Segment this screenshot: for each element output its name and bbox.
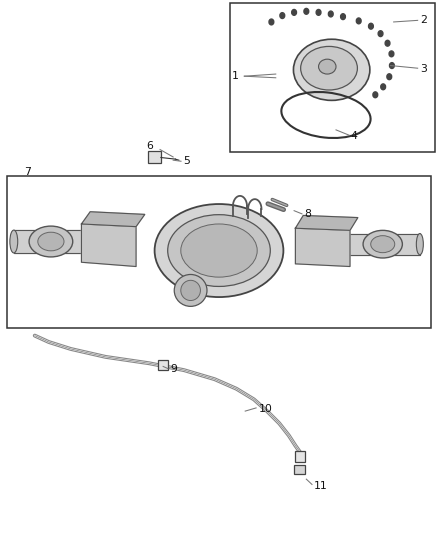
Bar <box>294 451 305 462</box>
Polygon shape <box>81 224 136 266</box>
Ellipse shape <box>38 232 64 251</box>
Ellipse shape <box>318 59 336 74</box>
Circle shape <box>304 9 309 14</box>
Circle shape <box>328 11 333 17</box>
Ellipse shape <box>29 226 73 257</box>
Ellipse shape <box>10 230 18 253</box>
Circle shape <box>373 92 378 98</box>
Ellipse shape <box>168 215 270 286</box>
Ellipse shape <box>181 280 201 301</box>
Ellipse shape <box>181 224 257 277</box>
Text: 5: 5 <box>183 156 190 166</box>
Ellipse shape <box>417 233 424 255</box>
Ellipse shape <box>155 204 283 297</box>
Circle shape <box>357 18 361 24</box>
Ellipse shape <box>293 39 370 100</box>
Circle shape <box>385 41 390 46</box>
Text: 8: 8 <box>304 209 311 220</box>
Bar <box>148 151 161 164</box>
Bar <box>230 3 435 152</box>
Text: 7: 7 <box>25 167 31 177</box>
Circle shape <box>280 13 285 19</box>
Polygon shape <box>346 233 420 255</box>
Ellipse shape <box>363 230 403 258</box>
Bar <box>294 465 305 474</box>
Polygon shape <box>295 228 350 266</box>
Circle shape <box>378 31 383 37</box>
Text: 3: 3 <box>420 64 427 74</box>
Circle shape <box>292 10 297 15</box>
Circle shape <box>389 51 394 57</box>
Text: 11: 11 <box>314 481 328 490</box>
Circle shape <box>387 74 392 79</box>
Ellipse shape <box>371 236 395 253</box>
Circle shape <box>341 14 346 20</box>
Ellipse shape <box>300 46 357 90</box>
Bar <box>158 360 168 370</box>
Text: 9: 9 <box>170 364 177 374</box>
Circle shape <box>389 62 394 68</box>
Circle shape <box>269 19 274 25</box>
Bar <box>7 176 431 328</box>
Text: 6: 6 <box>146 141 152 151</box>
Polygon shape <box>81 212 145 227</box>
Text: 1: 1 <box>232 71 239 81</box>
Circle shape <box>316 10 321 15</box>
Polygon shape <box>295 215 358 230</box>
Ellipse shape <box>174 274 207 306</box>
Text: 4: 4 <box>350 131 357 141</box>
Polygon shape <box>14 230 86 253</box>
Circle shape <box>368 23 373 29</box>
Text: 10: 10 <box>258 404 272 414</box>
Text: 2: 2 <box>420 15 427 26</box>
Circle shape <box>381 84 385 90</box>
